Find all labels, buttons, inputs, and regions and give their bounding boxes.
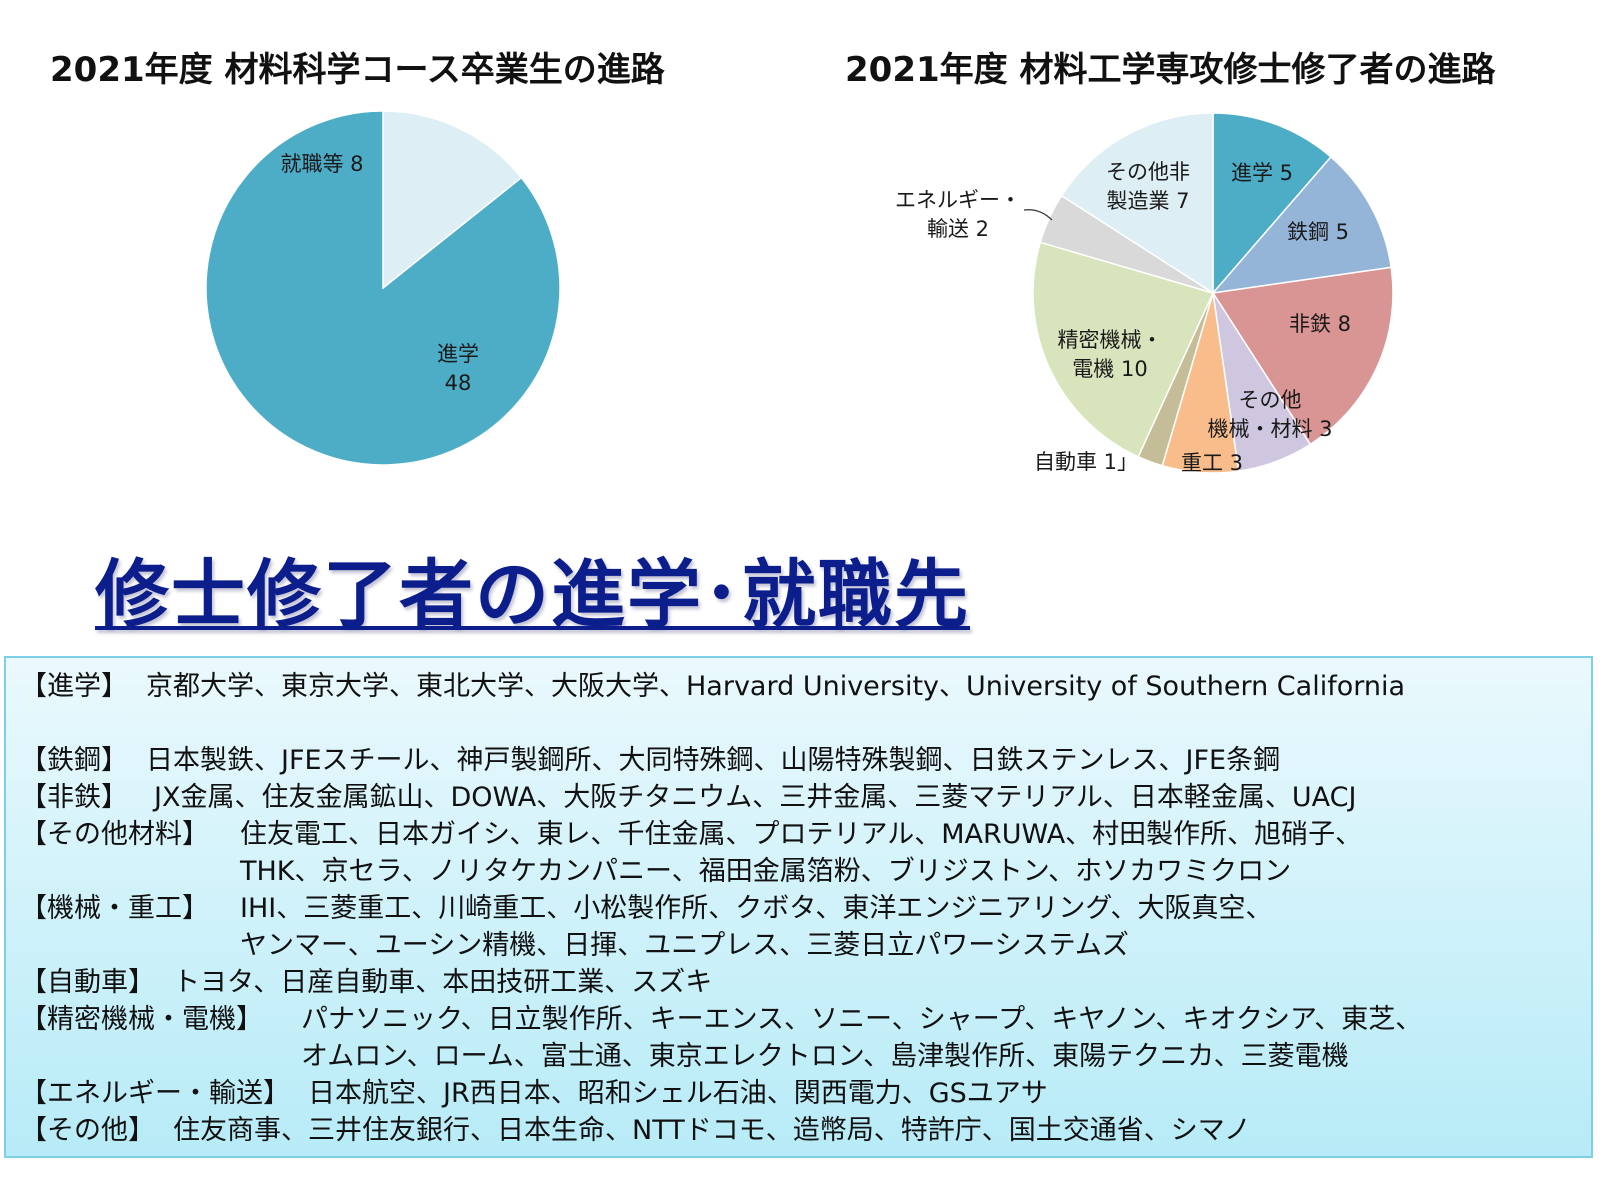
dest-row-other: 【その他】 住友商事、三井住友銀行、日本生命、NTTドコモ、造幣局、特許庁、国土…: [20, 1112, 1577, 1149]
pie-slice-2: [1211, 266, 1394, 446]
dest-category: 【進学】: [20, 671, 128, 702]
dest-row-advance: 【進学】 京都大学、東京大学、東北大学、大阪大学、Harvard Univers…: [20, 668, 1577, 705]
dest-row-other-materials: 【その他材料】 住友電工、日本ガイシ、東レ、千住金属、プロテリアル、MARUWA…: [20, 816, 1577, 853]
dest-items: ヤンマー、ユーシン精機、日揮、ユニプレス、三菱日立パワーシステムズ: [240, 930, 1129, 961]
pie-slice-6: [1032, 241, 1215, 458]
dest-category: 【機械・重工】: [20, 893, 209, 924]
dest-row-energy: 【エネルギー・輸送】 日本航空、JR西日本、昭和シェル石油、関西電力、GSユアサ: [20, 1075, 1577, 1112]
dest-category: 【鉄鋼】: [20, 745, 128, 776]
dest-items: 住友電工、日本ガイシ、東レ、千住金属、プロテリアル、MARUWA、村田製作所、旭…: [240, 819, 1363, 850]
dest-row-machinery: 【機械・重工】 IHI、三菱重工、川崎重工、小松製作所、クボタ、東洋エンジニアリ…: [20, 890, 1577, 927]
dest-category: 【その他材料】: [20, 819, 209, 850]
pie-charts: 就職等 8 進学 48 進学 5 鉄鋼 5 非鉄 8 その他機械・材料 3 重工 3 自動車 …: [205, 110, 1394, 475]
dest-row-precision-cont: オムロン、ローム、富士通、東京エレクトロン、島津製作所、東陽テクニカ、三菱電機: [20, 1038, 1577, 1075]
chart-title-right: 2021年度 材料工学専攻修士修了者の進路: [845, 50, 1496, 90]
slice-label: 精密機械・電機 10: [1058, 328, 1163, 381]
dest-row-other-materials-cont: THK、京セラ、ノリタケカンパニー、福田金属箔粉、ブリジストン、ホソカワミクロン: [20, 853, 1577, 890]
slice-label: 進学 5: [1231, 161, 1293, 185]
dest-row-machinery-cont: ヤンマー、ユーシン精機、日揮、ユニプレス、三菱日立パワーシステムズ: [20, 927, 1577, 964]
dest-items: 日本航空、JR西日本、昭和シェル石油、関西電力、GSユアサ: [308, 1078, 1048, 1109]
dest-items: 京都大学、東京大学、東北大学、大阪大学、Harvard University、U…: [146, 671, 1406, 702]
dest-row-nonferrous: 【非鉄】 JX金属、住友金属鉱山、DOWA、大阪チタニウム、三井金属、三菱マテリ…: [20, 779, 1577, 816]
slice-label: 自動車 1」: [1034, 450, 1138, 474]
slice-label: エネルギー・輸送 2: [895, 188, 1021, 241]
pie-slice-0: [382, 110, 523, 290]
slice-label: 就職等 8: [280, 152, 363, 176]
dest-row-automotive: 【自動車】 トヨタ、日産自動車、本田技研工業、スズキ: [20, 964, 1577, 1001]
dest-category: 【自動車】: [20, 967, 155, 998]
dest-category: 【その他】: [20, 1115, 155, 1146]
slice-label: 非鉄 8: [1289, 312, 1351, 336]
dest-items: IHI、三菱重工、川崎重工、小松製作所、クボタ、東洋エンジニアリング、大阪真空、: [240, 893, 1273, 924]
dest-category: 【精密機械・電機】: [20, 1004, 263, 1035]
slice-label: その他非製造業 7: [1106, 160, 1190, 213]
pie-chart-right: 進学 5 鉄鋼 5 非鉄 8 その他機械・材料 3 重工 3 自動車 1」 精密機械・電機 …: [895, 112, 1394, 475]
slice-label: 重工 3: [1181, 451, 1243, 475]
pie-chart-left: 就職等 8 進学 48: [205, 110, 561, 466]
pie-slice-1: [1211, 155, 1393, 295]
slice-label: 鉄鋼 5: [1287, 220, 1349, 244]
slice-label: その他機械・材料 3: [1207, 388, 1332, 441]
pie-slice-0: [1212, 112, 1332, 296]
dest-items: オムロン、ローム、富士通、東京エレクトロン、島津製作所、東陽テクニカ、三菱電機: [301, 1041, 1349, 1072]
dest-items: トヨタ、日産自動車、本田技研工業、スズキ: [173, 967, 713, 998]
dest-items: 住友商事、三井住友銀行、日本生命、NTTドコモ、造幣局、特許庁、国土交通省、シマ…: [173, 1115, 1251, 1146]
dest-category: 【エネルギー・輸送】: [20, 1078, 290, 1109]
leader-line: [1023, 209, 1053, 221]
dest-items: THK、京セラ、ノリタケカンパニー、福田金属箔粉、ブリジストン、ホソカワミクロン: [240, 856, 1292, 887]
dest-items: JX金属、住友金属鉱山、DOWA、大阪チタニウム、三井金属、三菱マテリアル、日本…: [154, 782, 1357, 813]
dest-row-steel: 【鉄鋼】 日本製鉄、JFEスチール、神戸製鋼所、大同特殊鋼、山陽特殊製鋼、日鉄ス…: [20, 742, 1577, 779]
pie-slice-1: [205, 110, 561, 466]
dest-row-precision: 【精密機械・電機】 パナソニック、日立製作所、キーエンス、ソニー、シャープ、キヤ…: [20, 1001, 1577, 1038]
dest-category: 【非鉄】: [20, 782, 128, 813]
slice-label: 進学 48: [437, 342, 479, 395]
destinations-box: 【進学】 京都大学、東京大学、東北大学、大阪大学、Harvard Univers…: [4, 656, 1593, 1158]
chart-title-left: 2021年度 材料科学コース卒業生の進路: [50, 50, 665, 90]
headline: 修士修了者の進学･就職先: [95, 552, 970, 638]
dest-items: パナソニック、日立製作所、キーエンス、ソニー、シャープ、キヤノン、キオクシア、東…: [301, 1004, 1423, 1035]
dest-items: 日本製鉄、JFEスチール、神戸製鋼所、大同特殊鋼、山陽特殊製鋼、日鉄ステンレス、…: [146, 745, 1281, 776]
pie-slice-8: [1060, 112, 1214, 295]
